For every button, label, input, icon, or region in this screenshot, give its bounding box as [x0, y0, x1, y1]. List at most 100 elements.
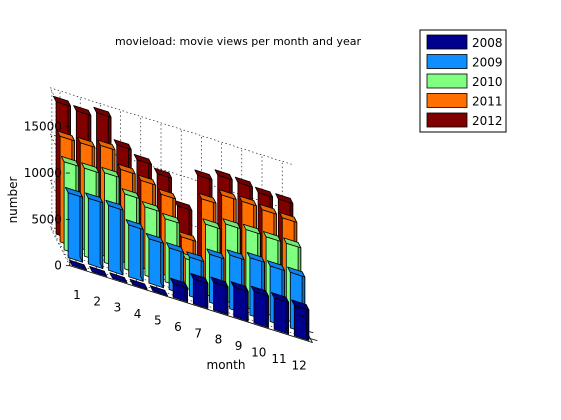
bar-top-face: [113, 139, 132, 150]
x-tick-label: 2: [93, 294, 101, 308]
bar-2008-8: [210, 276, 229, 316]
bar-2009-4: [125, 219, 144, 282]
bar-2009-1: [65, 186, 83, 263]
y-tick-label: 0: [54, 259, 62, 273]
bar-top-face: [226, 249, 245, 261]
bar-top-face: [149, 285, 168, 297]
bar-side-face: [160, 237, 164, 289]
legend-swatch-2011: [426, 93, 468, 108]
grid-line: [160, 122, 182, 302]
bar-top-face: [121, 188, 140, 199]
bar-top-face: [270, 292, 290, 303]
series-tick-mark: [294, 307, 302, 310]
bar-top-face: [117, 163, 136, 175]
y-tick-label: 5000: [31, 212, 62, 226]
bar-top-face: [57, 130, 75, 142]
bar-top-face: [210, 276, 229, 288]
bar-top-face: [93, 106, 112, 118]
bar-top-face: [275, 193, 294, 204]
bar-top-face: [101, 166, 120, 178]
grid-line: [49, 87, 293, 165]
legend-label-2009: 2009: [472, 56, 503, 70]
series-tick-mark: [306, 330, 314, 334]
bar-top-face: [186, 251, 205, 263]
bar-top-face: [153, 167, 173, 179]
bars-group: [53, 95, 310, 341]
legend-label-2011: 2011: [472, 95, 503, 109]
bar-top-face: [85, 192, 104, 204]
series-tick-mark: [302, 322, 310, 326]
grid-line: [180, 129, 202, 308]
bar-2008-12: [291, 299, 310, 341]
bar-top-face: [242, 223, 261, 235]
series-tick-mark: [310, 338, 318, 341]
x-tick-label: 10: [251, 346, 266, 360]
y-axis-label: number: [6, 177, 20, 224]
bar-top-face: [77, 136, 96, 148]
bar-top-face: [53, 95, 71, 107]
bar-top-face: [109, 272, 128, 284]
x-tick-label: 1: [73, 288, 81, 302]
x-tick-label: 5: [154, 314, 162, 328]
bar-2008-11: [270, 292, 290, 335]
bar-top-face: [89, 265, 108, 277]
x-tick-label: 7: [194, 326, 202, 340]
bar-top-face: [291, 299, 310, 311]
bar-top-face: [262, 231, 282, 242]
x-axis-label: month: [207, 358, 246, 372]
bar-top-face: [238, 195, 257, 207]
bar-top-face: [250, 285, 269, 297]
x-tick-label: 3: [114, 301, 122, 315]
bar-top-face: [230, 281, 249, 292]
bar-2008-2: [89, 265, 108, 277]
x-tick-label: 11: [271, 352, 286, 366]
legend-swatch-2010: [426, 73, 468, 89]
bar-2008-6: [169, 277, 189, 303]
legend: 2008 2009 2010 2011 2012: [419, 29, 507, 133]
bar-top-face: [81, 162, 100, 174]
bar-2009-5: [145, 232, 164, 289]
bar-top-face: [202, 218, 221, 230]
bar-top-face: [97, 139, 116, 151]
bar-top-face: [129, 278, 148, 290]
legend-label-2012: 2012: [472, 114, 503, 128]
bar-top-face: [258, 203, 278, 215]
chart-title: movieload: movie views per month and yea…: [115, 35, 362, 48]
bar-top-face: [206, 248, 225, 260]
legend-swatch-2012: [426, 112, 468, 128]
bar-top-face: [133, 153, 152, 165]
bar-top-face: [283, 237, 302, 249]
bar-top-face: [254, 186, 274, 198]
bar-top-face: [105, 199, 124, 211]
bar-2009-3: [105, 199, 124, 276]
bar-2008-10: [250, 285, 269, 329]
x-tick-label: 6: [174, 320, 182, 334]
y-tick-label: 15000: [24, 120, 62, 134]
bar-2008-4: [129, 278, 148, 290]
bar-top-face: [161, 212, 181, 224]
grid-line: [67, 122, 311, 339]
x-tick-label: 12: [292, 358, 307, 372]
legend-swatch-2008: [426, 34, 468, 50]
bar-side-face: [79, 191, 83, 263]
bar-top-face: [145, 232, 164, 244]
bar-top-face: [218, 189, 237, 200]
bar-2008-9: [230, 281, 249, 322]
legend-swatch-2009: [426, 54, 468, 69]
bar-top-face: [61, 155, 79, 167]
bar-top-face: [287, 266, 306, 278]
bar-2008-3: [109, 272, 128, 284]
bar-top-face: [157, 188, 177, 200]
bar-2008-5: [149, 285, 168, 297]
series-tick-mark: [298, 314, 306, 318]
bar-top-face: [73, 105, 92, 116]
bar-top-face: [137, 174, 156, 186]
bar-top-face: [222, 218, 241, 230]
bar-top-face: [165, 242, 185, 253]
bar-side-face: [99, 197, 104, 270]
y-tick-label: 10000: [24, 166, 62, 180]
x-tick-label: 8: [215, 333, 223, 347]
bar-side-face: [119, 204, 124, 276]
